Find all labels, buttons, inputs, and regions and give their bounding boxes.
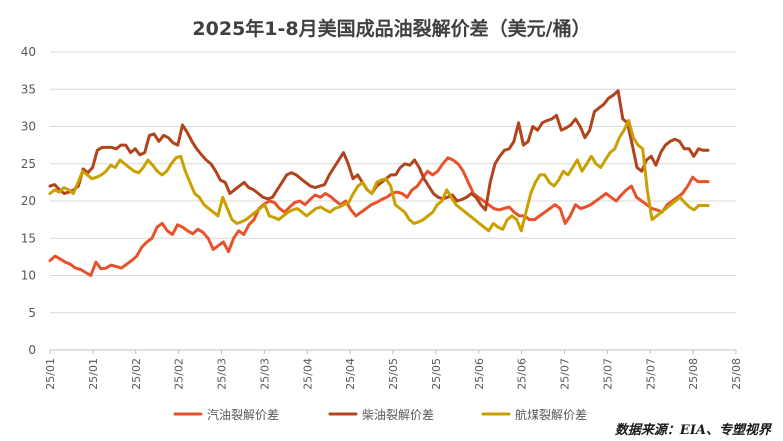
source-note: 数据来源：EIA、专塑视界	[614, 423, 771, 438]
y-tick-label: 10	[21, 269, 36, 283]
x-tick-label: 25/07	[559, 358, 572, 390]
series-line-3	[48, 119, 710, 233]
legend-label: 汽油裂解价差	[207, 407, 279, 422]
x-tick-label: 25/03	[258, 358, 271, 390]
y-tick-label: 40	[21, 45, 36, 59]
x-tick-label: 25/04	[344, 358, 357, 390]
y-tick-label: 5	[28, 306, 36, 320]
x-tick-label: 25/02	[130, 358, 143, 390]
series-line-2	[48, 89, 710, 212]
x-tick-label: 25/06	[473, 358, 486, 390]
legend: 汽油裂解价差 柴油裂解价差 航煤裂解价差	[173, 407, 587, 422]
x-tick-label: 25/07	[601, 358, 614, 390]
y-tick-label: 30	[21, 120, 36, 134]
x-tick-label: 25/06	[516, 358, 529, 390]
series-line-1	[48, 156, 710, 277]
y-axis-ticks: 0 5 10 15 20 25 30 35 40	[21, 45, 36, 357]
y-tick-label: 0	[28, 343, 36, 357]
legend-label: 柴油裂解价差	[362, 408, 434, 422]
x-axis-ticks: 25/01 25/01 25/02 25/02 25/03 25/03 25/04 25/04…	[44, 350, 743, 390]
y-tick-label: 35	[21, 82, 36, 96]
x-tick-label: 25/03	[216, 358, 229, 390]
x-tick-label: 25/08	[730, 358, 743, 390]
x-tick-label: 25/04	[301, 358, 314, 390]
y-tick-label: 20	[21, 194, 36, 208]
x-tick-label: 25/08	[687, 358, 700, 390]
series-lines	[48, 89, 710, 277]
y-tick-label: 15	[21, 231, 36, 245]
x-tick-label: 25/05	[387, 358, 400, 390]
x-tick-label: 25/02	[173, 358, 186, 390]
x-tick-label: 25/01	[87, 358, 100, 390]
y-tick-label: 25	[21, 157, 36, 171]
x-tick-label: 25/07	[644, 358, 657, 390]
chart-title: 2025年1-8月美国成品油裂解价差（美元/桶）	[192, 18, 591, 40]
x-tick-label: 25/01	[44, 358, 57, 390]
legend-label: 航煤裂解价差	[515, 407, 587, 422]
x-tick-label: 25/05	[430, 358, 443, 390]
